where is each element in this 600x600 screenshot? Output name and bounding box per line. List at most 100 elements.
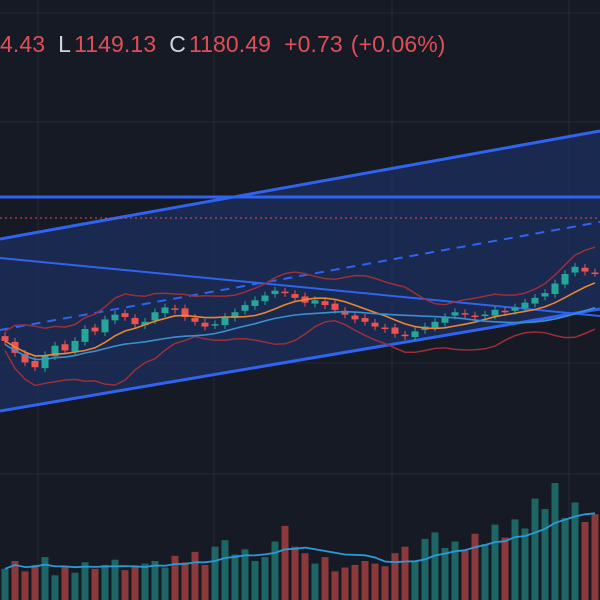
bollinger-lower	[4, 320, 596, 387]
candle-body-27	[271, 290, 279, 295]
volume-bar-25	[251, 561, 259, 600]
volume-bar-45	[451, 541, 459, 600]
candle-body-13	[131, 317, 139, 325]
candle-body-46	[461, 313, 469, 315]
candle-body-49	[491, 309, 499, 316]
volume-bar-41	[411, 561, 419, 600]
volume-bar-11	[111, 559, 119, 600]
volume-bar-42	[421, 538, 429, 600]
volume-bar-20	[201, 564, 209, 600]
volume-bar-8	[81, 562, 89, 600]
volume-bar-39	[391, 553, 399, 600]
candle-body-20	[201, 322, 209, 327]
volume-bar-24	[241, 549, 249, 600]
volume-bar-14	[141, 563, 149, 600]
volume-bar-27	[271, 541, 279, 600]
volume-bar-22	[221, 540, 229, 600]
volume-bar-38	[381, 566, 389, 600]
candle-body-59	[591, 272, 599, 275]
volume-bar-13	[131, 566, 139, 600]
low-value: 1149.13	[74, 30, 157, 57]
moving-average-orange	[4, 282, 596, 357]
candle-body-34	[341, 310, 349, 315]
candle-body-14	[141, 321, 149, 326]
close-label: C	[169, 30, 186, 57]
volume-ma-line	[4, 512, 596, 570]
volume-bar-43	[431, 532, 439, 600]
volume-bar-32	[321, 557, 329, 600]
candle-body-15	[151, 312, 159, 321]
volume-bar-3	[31, 564, 39, 600]
low-label: L	[58, 30, 72, 57]
close-value: 1180.49	[188, 30, 272, 57]
volume-bar-36	[361, 561, 369, 600]
volume-bar-57	[571, 502, 579, 600]
candle-body-0	[1, 336, 9, 341]
volume-bar-15	[151, 561, 159, 600]
candle-body-21	[211, 324, 219, 326]
volume-bar-48	[481, 544, 489, 600]
volume-bar-26	[261, 557, 269, 600]
volume-bar-54	[541, 509, 549, 600]
candle-body-58	[581, 267, 589, 272]
candle-body-37	[371, 322, 379, 327]
candle-body-16	[161, 307, 169, 314]
channel-fill	[0, 131, 600, 411]
volume-bar-52	[521, 528, 529, 600]
candle-body-5	[51, 345, 59, 357]
change-value: +0.73	[284, 30, 343, 57]
volume-bar-46	[461, 550, 469, 600]
moving-average-blue	[4, 306, 596, 361]
candle-body-36	[361, 317, 369, 322]
volume-bar-30	[301, 553, 309, 600]
candle-body-53	[531, 297, 539, 304]
volume-bar-1	[11, 561, 19, 600]
volume-bar-2	[21, 571, 29, 600]
candle-body-39	[391, 327, 399, 334]
volume-bar-49	[491, 524, 499, 600]
volume-bar-21	[211, 546, 219, 600]
candle-body-45	[451, 312, 459, 316]
channel-median-line	[0, 221, 600, 331]
volume-bar-16	[161, 567, 169, 600]
candle-body-12	[121, 313, 129, 317]
volume-bar-58	[581, 522, 589, 600]
volume-bar-37	[371, 563, 379, 600]
candle-body-33	[331, 303, 339, 310]
volume-bar-5	[51, 575, 59, 600]
candle-body-50	[501, 310, 509, 313]
volume-bar-0	[1, 568, 9, 600]
candle-body-9	[91, 327, 99, 332]
candle-body-32	[321, 301, 329, 306]
volume-bar-28	[281, 525, 289, 600]
volume-bar-31	[311, 563, 319, 600]
volume-bar-6	[61, 566, 69, 600]
candle-body-52	[521, 302, 529, 309]
volume-bar-55	[551, 483, 559, 600]
volume-bar-10	[101, 564, 109, 600]
trend-line	[0, 257, 600, 317]
candle-body-3	[31, 361, 39, 368]
volume-bar-12	[121, 570, 129, 600]
candle-body-26	[261, 295, 269, 302]
candle-body-54	[541, 293, 549, 297]
candle-body-2	[21, 353, 29, 363]
candle-body-25	[251, 300, 259, 306]
candle-body-7	[71, 340, 79, 352]
candle-body-17	[171, 308, 179, 310]
volume-bar-19	[191, 551, 199, 600]
candle-body-56	[561, 273, 569, 285]
volume-bar-23	[231, 554, 239, 600]
candle-body-35	[351, 315, 359, 320]
moving-averages	[4, 282, 596, 361]
volume-bar-29	[291, 546, 299, 600]
volume-bar-50	[501, 537, 509, 600]
candle-body-6	[61, 344, 69, 351]
parallel-channel[interactable]	[0, 129, 600, 413]
candle-body-48	[481, 314, 489, 317]
candle-body-31	[311, 300, 319, 304]
bollinger-bands	[4, 246, 596, 387]
volume-bar-33	[331, 571, 339, 600]
